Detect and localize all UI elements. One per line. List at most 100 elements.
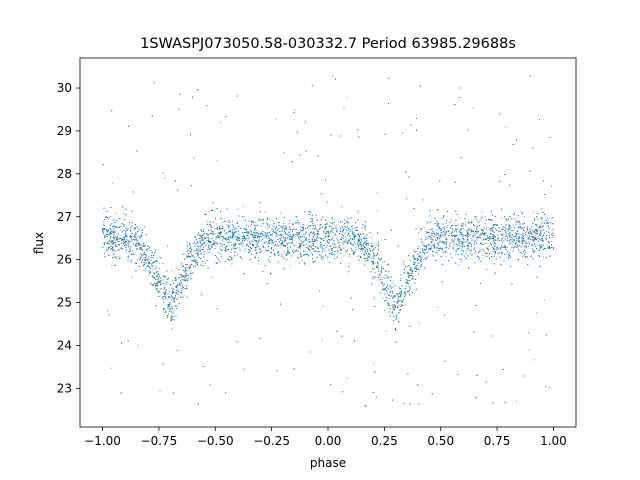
data-point	[410, 260, 412, 261]
data-point	[481, 232, 483, 234]
data-point	[284, 250, 285, 252]
data-point	[352, 228, 354, 229]
data-point	[443, 228, 445, 230]
data-point	[473, 252, 475, 254]
data-point	[195, 259, 197, 261]
data-point	[353, 234, 355, 236]
data-point	[546, 231, 547, 232]
data-point	[322, 247, 324, 249]
data-point	[217, 251, 219, 253]
data-point	[102, 231, 104, 233]
data-point	[201, 235, 203, 237]
data-point	[348, 263, 350, 265]
data-point	[104, 225, 106, 226]
data-point	[548, 387, 550, 389]
data-point	[382, 282, 384, 284]
data-point	[182, 265, 184, 267]
data-point	[271, 225, 273, 227]
data-point	[340, 252, 342, 254]
data-point	[206, 221, 208, 222]
data-point	[313, 248, 315, 250]
data-point	[238, 243, 240, 245]
data-point	[528, 331, 529, 333]
data-point	[474, 262, 476, 263]
data-point	[457, 223, 459, 225]
data-point	[222, 239, 223, 241]
data-point	[530, 243, 532, 245]
data-point	[300, 227, 301, 229]
data-point	[509, 234, 511, 236]
data-point	[490, 242, 492, 244]
data-point	[504, 235, 506, 237]
data-point	[424, 252, 426, 254]
data-point	[283, 226, 285, 228]
data-point	[188, 266, 190, 268]
data-point	[171, 299, 172, 301]
data-point	[207, 237, 209, 238]
data-point	[212, 240, 214, 242]
data-point	[108, 243, 109, 245]
data-point	[309, 235, 311, 237]
data-point	[117, 240, 119, 242]
data-point	[303, 250, 305, 252]
data-point	[360, 241, 362, 243]
data-point	[162, 279, 164, 281]
data-point	[176, 267, 178, 269]
data-point	[126, 244, 128, 246]
data-point	[117, 256, 119, 258]
data-point	[508, 253, 510, 255]
data-point	[373, 362, 375, 364]
data-point	[150, 272, 152, 274]
data-point	[275, 118, 277, 120]
data-point	[334, 235, 336, 237]
data-point	[332, 232, 334, 234]
data-point	[357, 229, 359, 231]
data-point	[481, 211, 483, 213]
data-point	[195, 242, 197, 244]
data-point	[504, 245, 506, 247]
data-point	[127, 255, 129, 257]
data-point	[461, 223, 463, 225]
data-point	[547, 221, 549, 223]
data-point	[222, 221, 224, 223]
data-point	[347, 229, 349, 231]
data-point	[142, 259, 143, 261]
data-point	[499, 231, 501, 233]
data-point	[548, 234, 550, 236]
data-point	[398, 296, 400, 298]
data-point	[129, 222, 131, 223]
data-point	[294, 234, 296, 235]
data-point	[303, 237, 305, 239]
data-point	[158, 256, 160, 258]
data-point	[245, 231, 247, 233]
data-point	[178, 277, 180, 279]
data-point	[147, 245, 149, 247]
data-point	[476, 239, 478, 241]
data-point	[352, 225, 354, 227]
data-point	[232, 220, 234, 222]
data-point	[332, 75, 333, 77]
data-point	[158, 267, 160, 269]
data-point	[369, 256, 370, 258]
data-point	[299, 229, 301, 231]
data-point	[230, 251, 232, 253]
data-point	[380, 265, 382, 267]
data-point	[262, 233, 263, 235]
data-point	[366, 237, 368, 239]
data-point	[341, 221, 343, 223]
data-point	[539, 229, 541, 231]
data-point	[403, 261, 404, 262]
data-point	[505, 126, 507, 128]
data-point	[415, 250, 417, 252]
data-point	[519, 226, 521, 228]
data-point	[505, 229, 507, 231]
data-point	[147, 256, 149, 258]
data-point	[345, 249, 347, 251]
data-point	[313, 243, 315, 244]
data-point	[171, 294, 172, 296]
data-point	[210, 276, 212, 278]
data-point	[153, 257, 155, 259]
data-point	[147, 245, 149, 246]
data-point	[272, 219, 274, 221]
data-point	[142, 250, 144, 252]
